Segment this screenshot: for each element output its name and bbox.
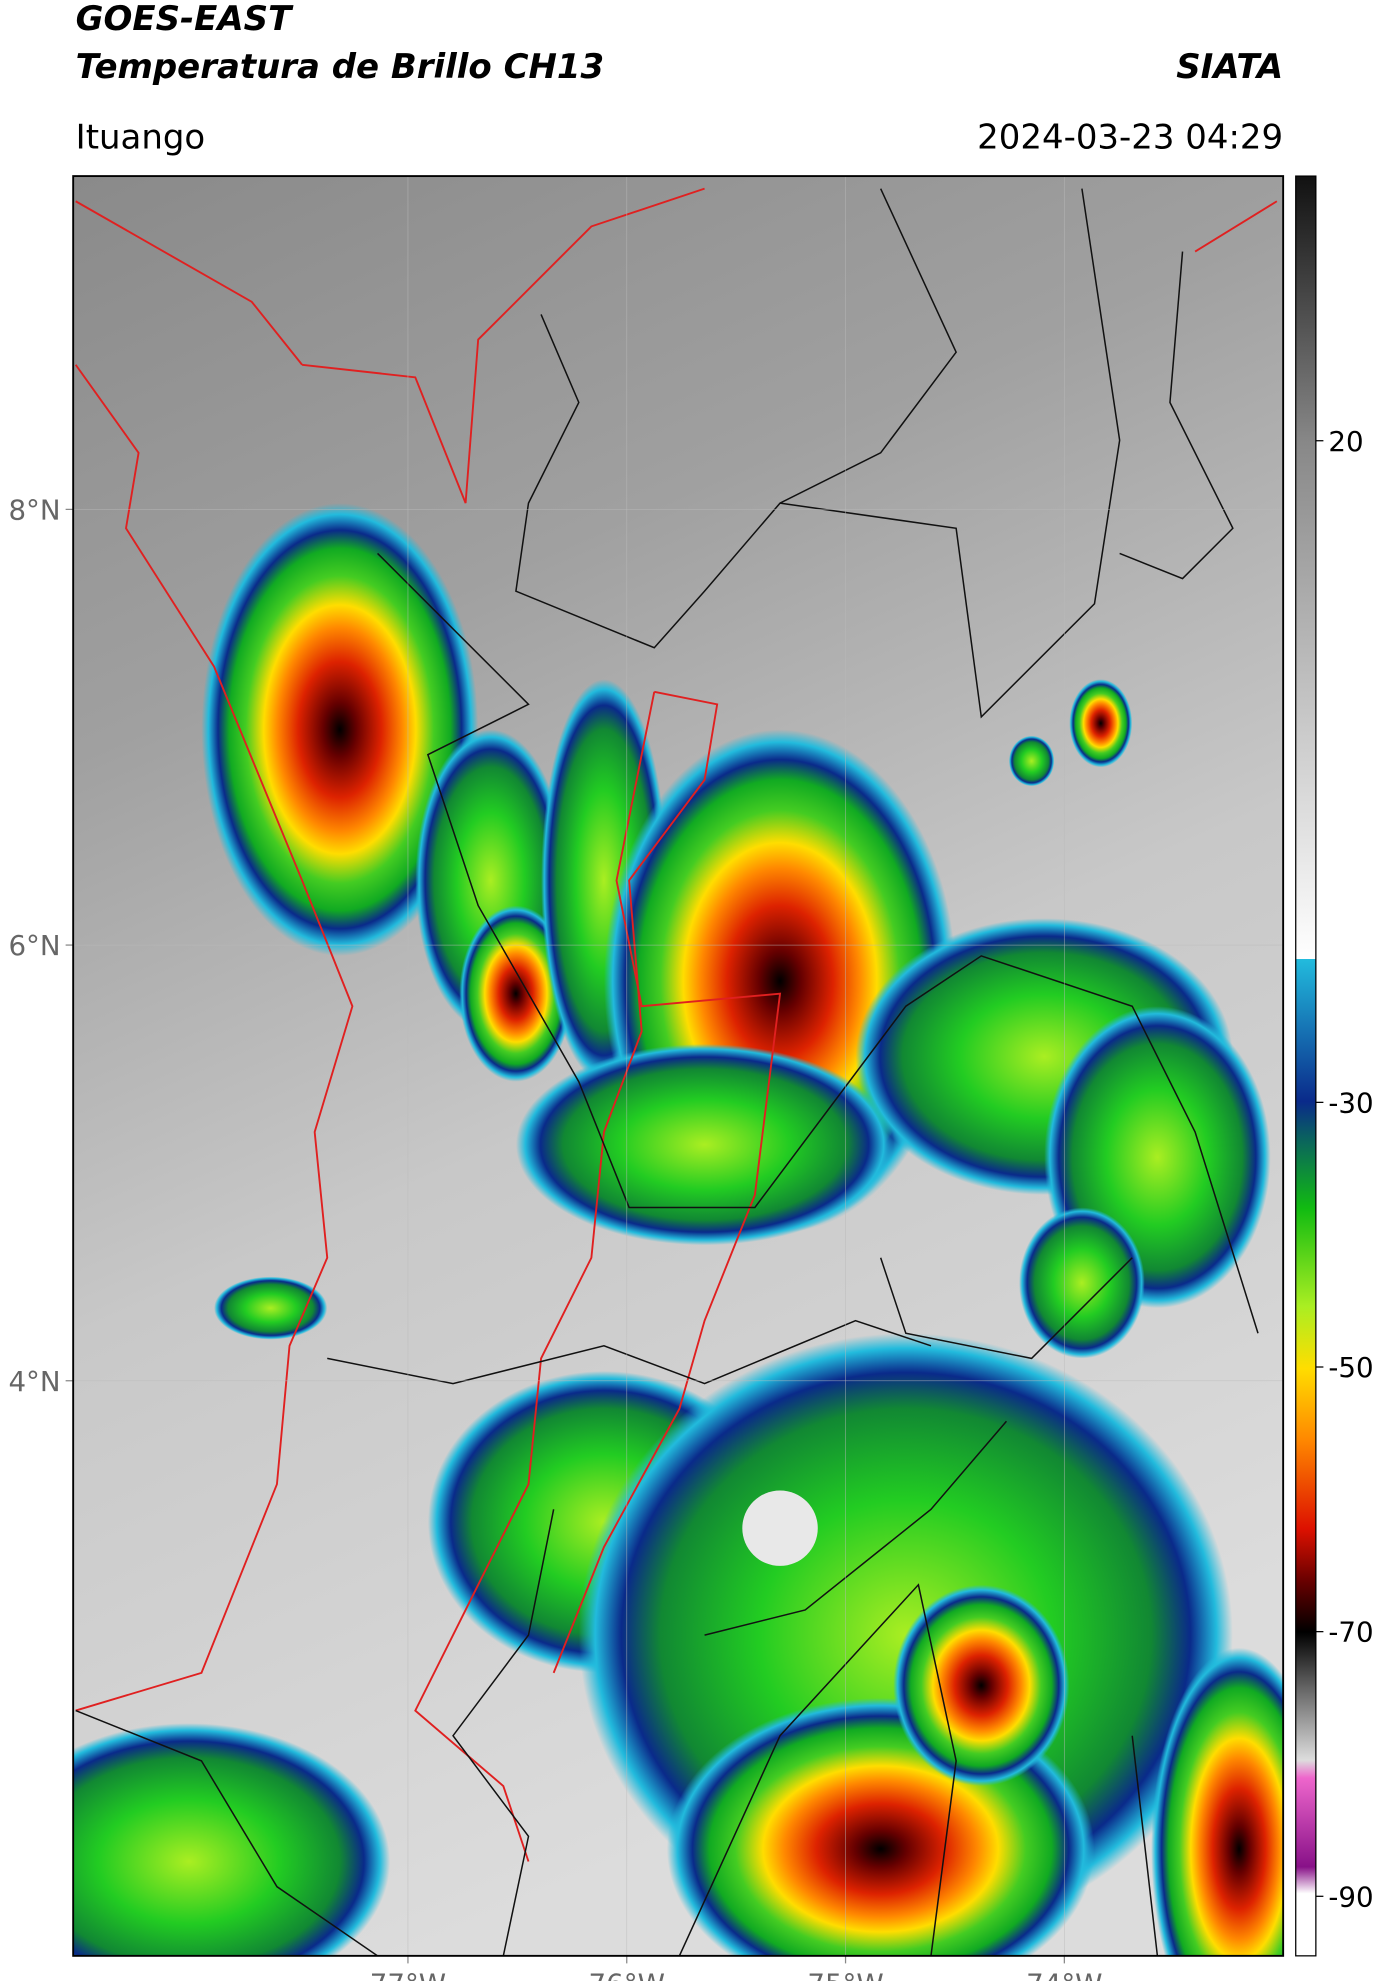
map-frame [72, 175, 1285, 1957]
x-tick-label: 76°W [589, 1968, 665, 1981]
colorbar-tick-label: -50 [1328, 1351, 1373, 1384]
y-tick-label: 6°N [8, 929, 60, 962]
x-tick-label: 77°W [370, 1968, 446, 1981]
colorbar-tick-label: -30 [1328, 1086, 1373, 1119]
datetime: 2024-03-23 04:29 [977, 117, 1283, 157]
satellite-title: GOES-EAST [76, 0, 294, 39]
product-title: Temperatura de Brillo CH13 [76, 47, 604, 87]
colorbar-tick-label: 20 [1328, 425, 1363, 458]
y-tick-label: 8°N [8, 493, 60, 526]
x-tick-label: 74°W [1026, 1968, 1102, 1981]
map-image [73, 176, 1284, 1956]
x-tick-label: 75°W [807, 1968, 883, 1981]
colorbar [1295, 175, 1317, 1957]
agency: SIATA [1176, 47, 1283, 87]
y-tick-label: 4°N [8, 1365, 60, 1398]
colorbar-tick-label: -90 [1328, 1880, 1373, 1913]
region: Ituango [76, 117, 206, 157]
colorbar-tick-label: -70 [1328, 1616, 1373, 1649]
